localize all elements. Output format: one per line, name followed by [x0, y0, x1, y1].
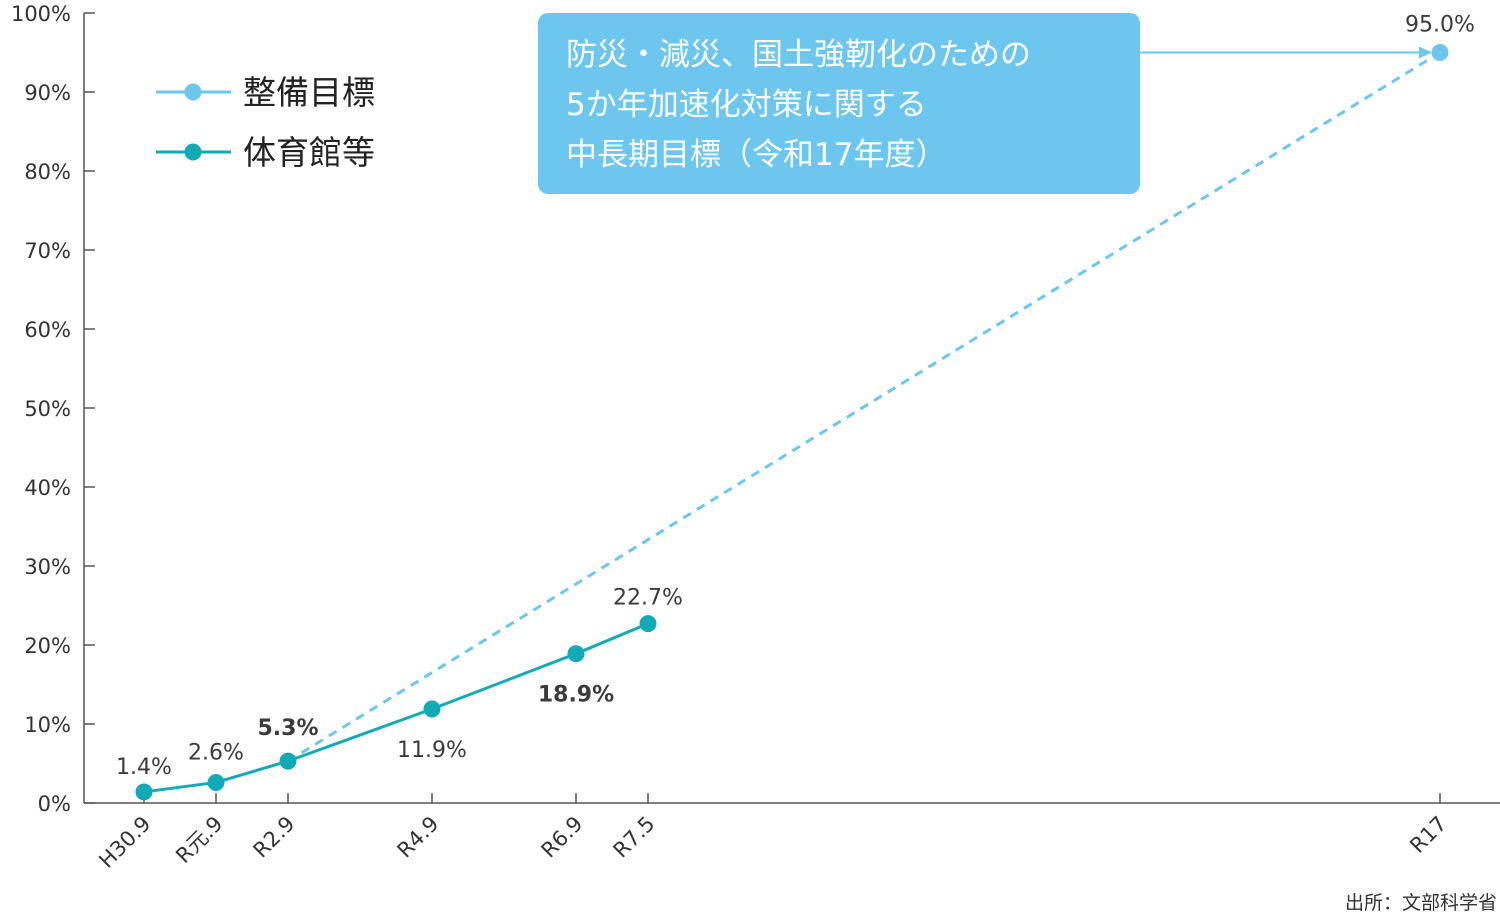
callout-line: 5か年加速化対策に関する	[566, 87, 927, 123]
data-point	[567, 645, 585, 663]
data-label: 1.4%	[116, 755, 172, 780]
x-tick-label: R7.5	[609, 812, 660, 863]
data-label: 18.9%	[538, 683, 614, 708]
callout-arrowhead	[1419, 46, 1432, 59]
x-tick-label: R6.9	[537, 812, 588, 863]
series-layer	[135, 44, 1449, 801]
legend-label: 整備目標	[243, 73, 375, 112]
y-tick-label: 100%	[11, 2, 71, 26]
series-line	[143, 622, 649, 794]
x-tick-label: R元.9	[171, 812, 227, 868]
data-point	[279, 752, 297, 770]
data-point	[423, 700, 441, 718]
callout-line: 中長期目標（令和17年度）	[566, 137, 946, 173]
legend-marker	[184, 83, 202, 101]
data-point	[1431, 44, 1449, 61]
y-tick-label: 0%	[38, 792, 71, 816]
series-line	[287, 51, 1441, 763]
data-label: 11.9%	[397, 738, 467, 763]
callout-box	[538, 13, 1140, 194]
y-tick-label: 70%	[24, 239, 71, 263]
source-note: 出所：文部科学省	[1345, 892, 1497, 914]
data-label: 2.6%	[188, 740, 244, 765]
data-label: 22.7%	[613, 586, 683, 611]
y-tick-label: 90%	[24, 81, 71, 105]
data-label: 5.3%	[257, 716, 318, 741]
data-label: 95.0%	[1405, 13, 1475, 38]
y-tick-label: 60%	[24, 318, 71, 342]
callout-line: 防災・減災、国土強靭化のための	[566, 37, 1031, 73]
y-tick-label: 30%	[24, 555, 71, 579]
x-tick-label: H30.9	[94, 812, 155, 873]
x-axis-ticks: H30.9 R元.9 R2.9 R4.9 R6.9 R7.5 R17	[94, 793, 1452, 873]
y-tick-label: 80%	[24, 160, 71, 184]
x-tick-label: R2.9	[249, 812, 300, 863]
y-tick-label: 40%	[24, 476, 71, 500]
data-point	[207, 773, 225, 791]
x-tick-label: R17	[1405, 812, 1451, 858]
data-labels: 95.0% 1.4% 2.6% 5.3% 11.9% 18.9% 22.7%	[116, 13, 1475, 780]
data-point	[135, 783, 153, 801]
y-tick-label: 20%	[24, 634, 71, 658]
legend-label: 体育館等	[243, 133, 375, 172]
data-point	[639, 615, 657, 633]
y-tick-label: 10%	[24, 713, 71, 737]
y-tick-label: 50%	[24, 397, 71, 421]
x-tick-label: R4.9	[393, 812, 444, 863]
y-axis-ticks: 0% 10% 20% 30% 40% 50% 60% 70% 80% 90% 100%	[11, 2, 95, 816]
legend-marker	[184, 143, 202, 161]
